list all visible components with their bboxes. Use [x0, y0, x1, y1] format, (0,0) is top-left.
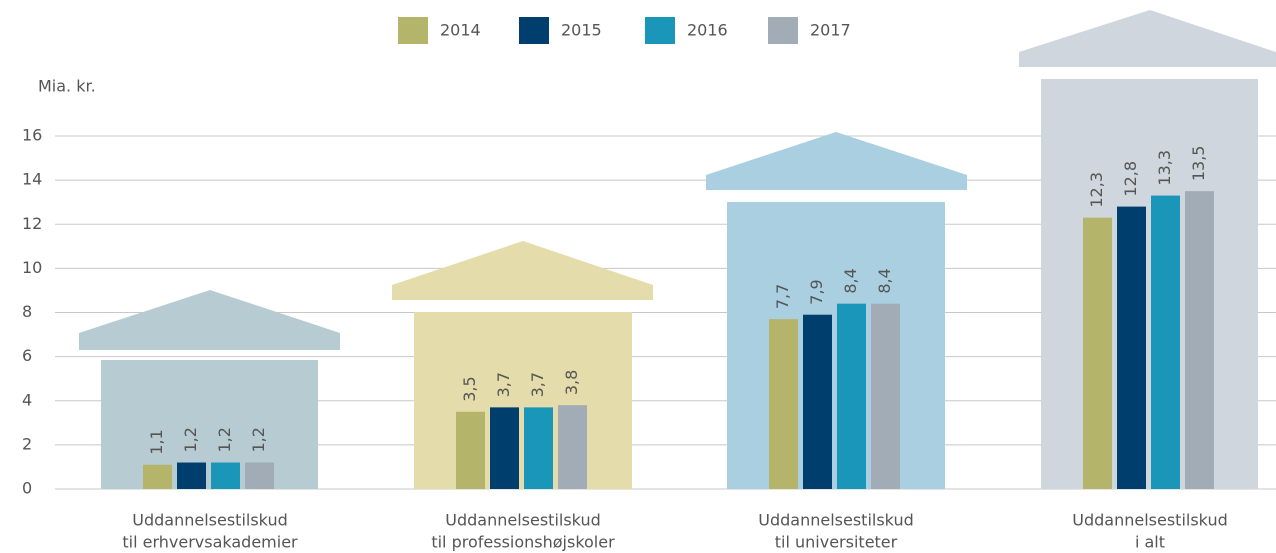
value-label: 8,4 — [841, 268, 860, 293]
bar — [456, 411, 485, 489]
x-tick-label: Uddannelsestilskud — [758, 511, 913, 530]
y-axis-label: Mia. kr. — [38, 77, 96, 96]
legend-swatch — [768, 17, 798, 44]
x-tick-label: i alt — [1135, 533, 1165, 552]
value-label: 7,7 — [773, 284, 792, 309]
x-tick-label: Uddannelsestilskud — [1072, 511, 1227, 530]
value-label: 1,1 — [147, 429, 166, 454]
value-label: 12,3 — [1087, 172, 1106, 208]
legend-label: 2017 — [810, 21, 851, 40]
value-label: 3,7 — [494, 372, 513, 397]
house-body — [414, 312, 632, 489]
value-label: 1,2 — [249, 427, 268, 452]
bar — [211, 462, 240, 489]
legend-label: 2014 — [440, 21, 481, 40]
house-body — [727, 202, 945, 489]
bar — [1185, 191, 1214, 489]
houses — [79, 10, 1276, 489]
x-tick-label: Uddannelsestilskud — [132, 511, 287, 530]
bar — [490, 407, 519, 489]
legend-swatch — [645, 17, 675, 44]
value-label: 13,3 — [1155, 150, 1174, 186]
bar — [803, 314, 832, 489]
y-tick-label: 4 — [22, 390, 32, 409]
roof — [1019, 10, 1276, 52]
x-tick-label: til universiteter — [775, 533, 898, 552]
value-label: 1,2 — [215, 427, 234, 452]
bar — [245, 462, 274, 489]
x-tick-label: til erhvervsakademier — [122, 533, 298, 552]
value-label: 13,5 — [1189, 146, 1208, 182]
eave — [706, 175, 967, 190]
legend-swatch — [519, 17, 549, 44]
bar — [1083, 217, 1112, 489]
y-tick-label: 6 — [22, 346, 32, 365]
bar — [558, 405, 587, 489]
value-label: 3,8 — [562, 370, 581, 395]
y-tick-label: 10 — [22, 258, 42, 277]
roof — [392, 241, 653, 285]
legend-label: 2015 — [561, 21, 602, 40]
y-tick-label: 16 — [22, 126, 42, 145]
house-body — [101, 360, 318, 489]
bar — [1117, 206, 1146, 489]
roof — [706, 132, 967, 175]
value-label: 3,5 — [460, 376, 479, 401]
bar — [177, 462, 206, 489]
bar — [871, 303, 900, 489]
bar — [524, 407, 553, 489]
x-tick-label: til professionshøjskoler — [431, 533, 615, 552]
value-label: 12,8 — [1121, 161, 1140, 197]
y-tick-label: 0 — [22, 479, 32, 498]
legend-swatch — [398, 17, 428, 44]
roof — [79, 290, 340, 333]
y-tick-label: 14 — [22, 170, 42, 189]
value-label: 8,4 — [875, 268, 894, 293]
eave — [392, 285, 653, 300]
bar — [143, 464, 172, 489]
value-label: 1,2 — [181, 427, 200, 452]
bar — [837, 303, 866, 489]
bar — [1151, 195, 1180, 489]
eave — [1019, 52, 1276, 67]
x-tick-label: Uddannelsestilskud — [445, 511, 600, 530]
value-label: 3,7 — [528, 372, 547, 397]
eave — [79, 333, 340, 350]
bar — [769, 319, 798, 489]
value-label: 7,9 — [807, 279, 826, 304]
legend-label: 2016 — [687, 21, 728, 40]
y-tick-label: 12 — [22, 214, 42, 233]
y-tick-label: 8 — [22, 302, 32, 321]
house-body — [1041, 79, 1258, 489]
y-tick-label: 2 — [22, 434, 32, 453]
